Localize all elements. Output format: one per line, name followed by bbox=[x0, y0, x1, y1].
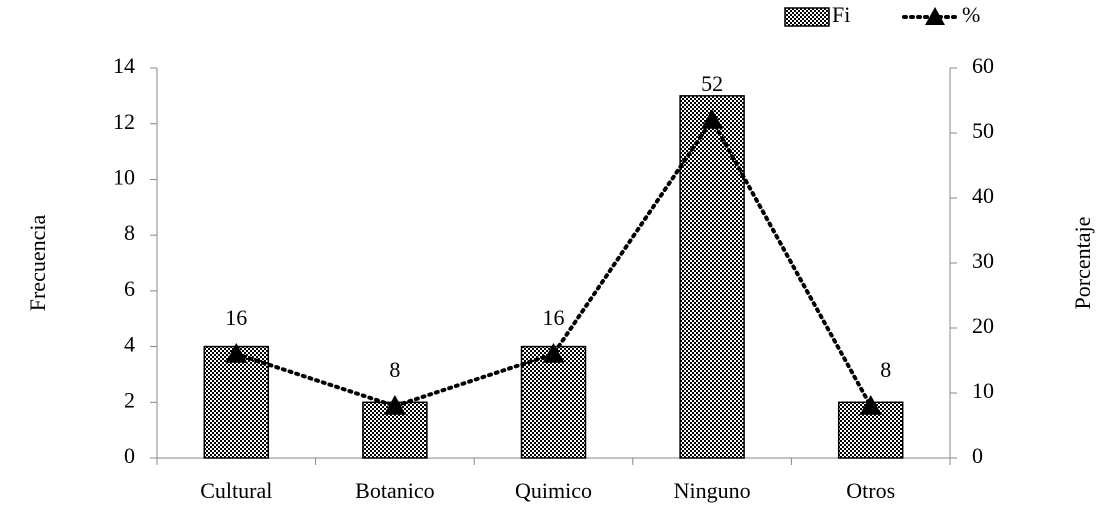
y2-axis-label: Porcentaje bbox=[1070, 217, 1095, 310]
legend-label: % bbox=[962, 2, 980, 27]
y2-tick-label: 40 bbox=[972, 183, 994, 208]
bar bbox=[203, 345, 270, 459]
bar bbox=[679, 95, 745, 459]
y-tick-label: 4 bbox=[124, 332, 135, 357]
y-tick-label: 8 bbox=[124, 220, 135, 245]
y-tick-label: 2 bbox=[124, 387, 135, 412]
line bbox=[234, 116, 873, 409]
data-label: 16 bbox=[543, 305, 565, 330]
data-label: 52 bbox=[701, 71, 723, 96]
line-marker bbox=[225, 343, 248, 363]
data-label: 8 bbox=[389, 357, 400, 382]
y-tick-label: 0 bbox=[124, 443, 135, 468]
y-tick-label: 12 bbox=[113, 109, 135, 134]
line-marker bbox=[542, 343, 565, 363]
y2-tick-label: 50 bbox=[972, 118, 994, 143]
data-label: 8 bbox=[880, 357, 891, 382]
y-axis-label: Frecuencia bbox=[25, 215, 50, 312]
y-tick-label: 6 bbox=[124, 276, 135, 301]
line-marker bbox=[701, 109, 724, 129]
x-tick-label: Cultural bbox=[200, 478, 272, 503]
y2-tick-label: 10 bbox=[972, 378, 994, 403]
y2-tick-label: 0 bbox=[972, 443, 983, 468]
data-label: 16 bbox=[225, 305, 247, 330]
legend-label: Fi bbox=[832, 2, 850, 27]
x-tick-label: Botanico bbox=[355, 478, 434, 503]
line-marker bbox=[383, 395, 406, 415]
x-tick-label: Quimico bbox=[515, 478, 592, 503]
x-tick-label: Otros bbox=[846, 478, 895, 503]
y-tick-label: 10 bbox=[113, 164, 135, 189]
x-tick-label: Ninguno bbox=[674, 478, 751, 503]
legend-marker bbox=[925, 7, 945, 25]
y2-tick-label: 20 bbox=[972, 313, 994, 338]
y2-tick-label: 60 bbox=[972, 53, 994, 78]
line-marker bbox=[859, 395, 882, 415]
bar bbox=[520, 345, 587, 459]
y2-tick-label: 30 bbox=[972, 248, 994, 273]
y-tick-label: 14 bbox=[113, 53, 135, 78]
legend-swatch bbox=[784, 7, 830, 27]
